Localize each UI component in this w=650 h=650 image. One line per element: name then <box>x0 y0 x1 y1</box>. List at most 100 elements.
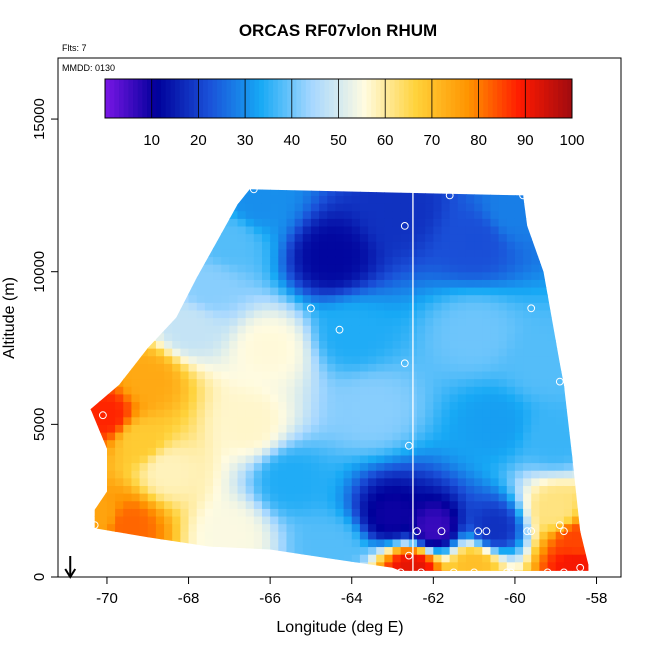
heatmap-cell <box>90 256 100 265</box>
heatmap-cell <box>572 271 581 280</box>
heatmap-cell <box>465 439 475 448</box>
heatmap-cell <box>539 424 549 433</box>
heatmap-cell <box>164 325 173 334</box>
heatmap-cell <box>319 447 328 456</box>
heatmap-cell <box>115 439 124 448</box>
heatmap-cell <box>147 256 157 265</box>
heatmap-cell <box>327 241 337 250</box>
heatmap-cell <box>319 424 328 433</box>
heatmap-cell <box>490 508 500 517</box>
heatmap-cell <box>196 546 206 555</box>
heatmap-cell <box>204 561 214 570</box>
heatmap-cell <box>523 409 532 418</box>
heatmap-cell <box>115 332 124 341</box>
heatmap-cell <box>376 279 385 288</box>
heatmap-cell <box>270 538 279 548</box>
heatmap-cell <box>221 508 230 517</box>
heatmap-cell <box>392 271 402 280</box>
heatmap-cell <box>433 271 443 280</box>
heatmap-cell <box>327 294 337 303</box>
heatmap-cell <box>531 309 541 319</box>
heatmap-cell <box>523 477 532 487</box>
heatmap-cell <box>490 225 500 235</box>
heatmap-cell <box>490 325 500 334</box>
heatmap-cell <box>392 256 402 265</box>
heatmap-cell <box>482 515 492 525</box>
heatmap-cell <box>204 286 214 296</box>
heatmap-cell <box>245 554 255 563</box>
heatmap-cell <box>490 241 500 250</box>
heatmap-cell <box>253 500 263 509</box>
heatmap-cell <box>449 363 459 372</box>
heatmap-cell <box>506 431 516 441</box>
heatmap-cell <box>343 416 353 425</box>
heatmap-cell <box>368 210 377 219</box>
heatmap-cell <box>131 462 141 471</box>
heatmap-cell <box>278 264 288 273</box>
heatmap-cell <box>506 348 516 357</box>
heatmap-cell <box>123 485 133 494</box>
heatmap-cell <box>270 462 279 471</box>
heatmap-cell <box>229 256 239 265</box>
heatmap-cell <box>555 401 565 410</box>
heatmap-cell <box>196 363 206 372</box>
heatmap-cell <box>417 189 426 196</box>
heatmap-cell <box>90 203 92 212</box>
heatmap-cell <box>278 210 288 219</box>
heatmap-cell <box>392 195 402 204</box>
heatmap-cell <box>115 225 124 235</box>
heatmap-cell <box>131 348 141 357</box>
heatmap-cell <box>531 332 541 341</box>
heatmap-cell <box>547 538 557 548</box>
heatmap-cell <box>286 248 296 258</box>
heatmap-cell <box>270 195 279 204</box>
heatmap-cell <box>498 561 508 570</box>
heatmap-cell <box>246 180 255 188</box>
heatmap-cell <box>98 454 108 464</box>
heatmap-cell <box>213 569 222 571</box>
heatmap-cell <box>139 218 149 227</box>
heatmap-cell <box>368 225 377 235</box>
colorbar: 10 20 30 40 50 60 70 80 90 100 <box>104 78 585 149</box>
heatmap-cell <box>580 210 589 219</box>
heatmap-cell <box>270 523 279 532</box>
heatmap-cell <box>90 561 100 570</box>
heatmap-cell <box>547 332 557 341</box>
heatmap-cell <box>514 500 524 509</box>
heatmap-cell <box>115 340 124 349</box>
heatmap-cell <box>237 470 247 479</box>
heatmap-cell <box>115 189 124 196</box>
heatmap-cell <box>237 378 247 387</box>
heatmap-cell <box>229 470 239 479</box>
heatmap-cell <box>417 264 426 273</box>
heatmap-cell <box>498 439 508 448</box>
heatmap-cell <box>498 241 508 250</box>
heatmap-cell <box>98 348 108 357</box>
heatmap-cell <box>270 378 279 387</box>
heatmap-cell <box>343 363 353 372</box>
heatmap-cell <box>351 302 361 311</box>
heatmap-cell <box>555 485 565 494</box>
heatmap-cell <box>368 233 377 242</box>
heatmap-cell <box>123 370 133 380</box>
colorbar-tick-label: 100 <box>559 132 584 149</box>
heatmap-cell <box>514 538 524 548</box>
heatmap-cell <box>115 309 124 319</box>
heatmap-cells <box>90 180 589 571</box>
heatmap-cell <box>229 439 239 448</box>
heatmap-cell <box>294 294 304 303</box>
heatmap-cell <box>139 317 149 326</box>
heatmap-cell <box>490 271 500 280</box>
heatmap-cell <box>245 225 255 235</box>
heatmap-cell <box>107 180 116 188</box>
heatmap-cell <box>359 401 369 410</box>
heatmap-cell <box>433 546 443 555</box>
heatmap-cell <box>343 538 353 548</box>
heatmap-cell <box>539 317 549 326</box>
heatmap-cell <box>302 508 312 517</box>
heatmap-cell <box>261 569 271 571</box>
heatmap-cell <box>547 363 557 372</box>
heatmap-cell <box>457 248 467 258</box>
heatmap-cell <box>417 302 426 311</box>
heatmap-cell <box>302 248 312 258</box>
